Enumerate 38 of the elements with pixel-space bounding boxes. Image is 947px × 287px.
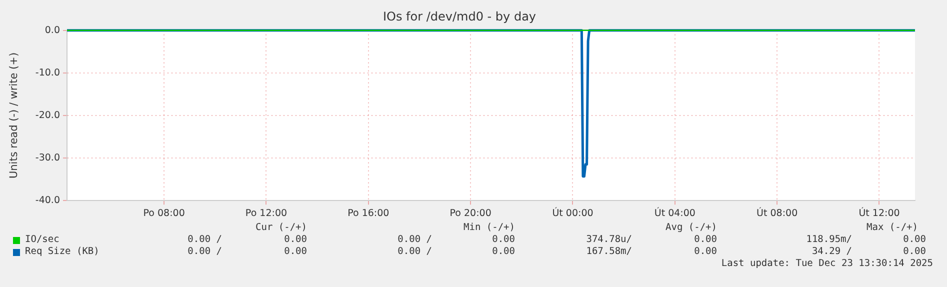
text: 0.00 [284,246,307,257]
text: 118.95m/ [806,234,852,245]
text: 0.00 [284,234,307,245]
legend-label: Req Size (KB) [25,246,100,257]
y-tick-label: -10.0 [35,67,60,78]
text: 0.00 / [188,234,222,245]
text: 0.00 [903,246,926,257]
text: 0.00 / [398,246,432,257]
x-tick-label: Út 00:00 [552,206,594,219]
chart-title: IOs for /dev/md0 - by day [382,9,536,24]
text: Max (-/+) [866,222,918,233]
text: 0.00 [903,234,926,245]
x-tick-label: Po 16:00 [348,208,390,219]
y-axis-title: Units read (-) / write (+) [8,52,20,179]
x-tick-label: Po 12:00 [245,208,288,219]
y-tick-label: -20.0 [35,110,60,121]
text: 0.00 / [188,246,222,257]
y-tick-label: -40.0 [35,195,60,206]
text: Avg (-/+) [666,222,717,233]
text: Last update: Tue Dec 23 13:30:14 2025 [721,258,933,269]
x-tick-label: Po 20:00 [450,208,492,219]
text: 0.00 [492,234,515,245]
text: 34.29 / [812,246,852,257]
y-tick-label: 0.0 [44,24,60,36]
text: 0.00 [694,234,717,245]
text: 374.78u/ [586,234,632,245]
text: 167.58m/ [586,246,632,257]
text: Min (-/+) [464,222,515,233]
legend-label: IO/sec [25,234,60,245]
x-tick-label: Po 08:00 [143,208,185,219]
text: Cur (-/+) [256,222,307,233]
text: 0.00 / [398,234,432,245]
text: 0.00 [492,246,515,257]
x-tick-label: Út 04:00 [654,206,696,219]
text: 0.00 [694,246,717,257]
x-tick-label: Út 08:00 [756,206,798,219]
x-tick-label: Út 12:00 [858,206,900,219]
y-tick-label: -30.0 [35,152,60,164]
